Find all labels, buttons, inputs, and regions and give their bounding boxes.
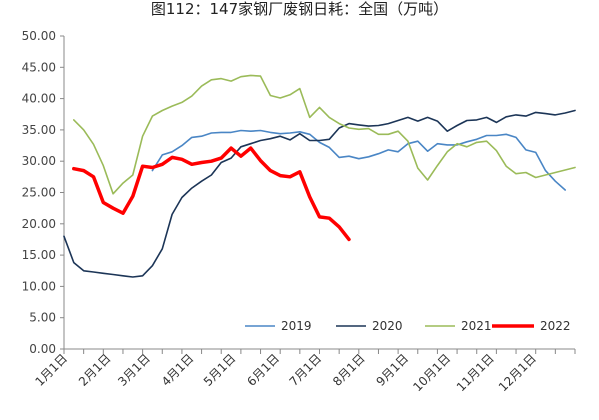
legend-label-2019: 2019 [281, 319, 312, 333]
x-tick-label: 10月1日 [410, 351, 453, 394]
x-tick-label: 1月1日 [32, 351, 70, 389]
x-tick-label: 7月1日 [287, 351, 325, 389]
y-tick-label: 15.00 [22, 248, 56, 262]
y-tick-label: 50.00 [22, 29, 56, 43]
legend-label-2020: 2020 [372, 319, 403, 333]
chart-title: 图112：147家钢厂废钢日耗：全国（万吨） [150, 0, 449, 18]
x-tick-label: 12月1日 [496, 351, 539, 394]
y-tick-label: 0.00 [29, 342, 56, 356]
series-line-2020 [63, 109, 576, 278]
series-line-2019 [151, 129, 567, 191]
series-layer [63, 74, 576, 278]
x-tick-label: 2月1日 [76, 351, 114, 389]
y-tick-label: 35.00 [22, 123, 56, 137]
series-line-2021 [73, 74, 576, 195]
x-tick-label: 6月1日 [244, 351, 282, 389]
y-tick-label: 30.00 [22, 154, 56, 168]
y-tick-label: 10.00 [22, 279, 56, 293]
y-tick-label: 40.00 [22, 92, 56, 106]
y-tick-label: 5.00 [29, 311, 56, 325]
series-line-2022 [72, 146, 351, 242]
y-tick-label: 45.00 [22, 60, 56, 74]
x-tick-label: 8月1日 [330, 351, 368, 389]
x-tick-label: 4月1日 [159, 351, 197, 389]
x-tick-label: 5月1日 [201, 351, 239, 389]
axes: 0.00 5.00 10.00 15.00 20.00 25.00 30.00 35.00 40… [22, 29, 576, 394]
y-tick-label: 25.00 [22, 186, 56, 200]
x-tick-label: 9月1日 [374, 351, 412, 389]
x-tick-label: 3月1日 [115, 351, 153, 389]
legend-label-2021: 2021 [461, 319, 492, 333]
legend: 2019 2020 2021 2022 [245, 319, 571, 333]
x-tick-label: 11月1日 [454, 351, 497, 394]
y-tick-label: 20.00 [22, 217, 56, 231]
legend-label-2022: 2022 [540, 319, 571, 333]
